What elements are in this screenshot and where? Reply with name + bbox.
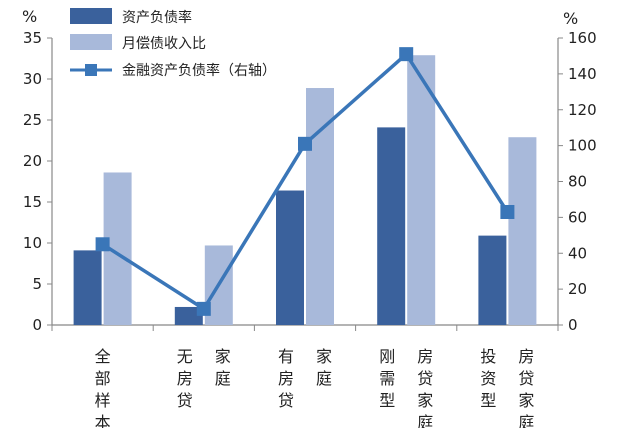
y-right-tick-label: 140 — [568, 65, 597, 83]
y-left-unit: % — [22, 7, 37, 26]
y-right-tick-label: 0 — [568, 316, 578, 334]
bar-debt-income-has_mortgage — [306, 88, 334, 326]
x-tick-label-investment: 贷 — [518, 369, 534, 388]
legend-label-asset-liability: 资产负债率 — [122, 9, 192, 26]
legend-swatch-debt-income — [70, 34, 112, 50]
y-left-tick-label: 20 — [23, 152, 42, 170]
x-tick-label-investment: 资 — [480, 369, 496, 388]
x-tick-label-rigid_demand: 需 — [379, 369, 395, 388]
legend-label-financial: 金融资产负债率（右轴） — [122, 62, 276, 79]
x-tick-label-all: 样 — [95, 391, 111, 410]
line-point-investment — [500, 204, 515, 219]
y-right-tick-label: 100 — [568, 137, 597, 155]
x-tick-label-no_mortgage: 家 — [215, 347, 231, 366]
x-tick-label-investment: 庭 — [518, 413, 534, 428]
x-tick-label-rigid_demand: 房 — [417, 347, 433, 366]
x-tick-label-rigid_demand: 贷 — [417, 369, 433, 388]
x-tick-label-all: 全 — [95, 347, 111, 366]
bar-asset-liability-investment — [478, 235, 507, 325]
bar-asset-liability-has_mortgage — [276, 190, 304, 325]
x-tick-label-has_mortgage: 房 — [278, 369, 294, 388]
x-tick-label-all: 部 — [95, 369, 111, 388]
x-tick-label-no_mortgage: 庭 — [215, 369, 231, 388]
bar-asset-liability-all — [73, 250, 102, 325]
x-tick-label-investment: 房 — [518, 347, 534, 366]
x-tick-label-no_mortgage: 贷 — [177, 391, 193, 410]
y-left-tick-label: 25 — [23, 111, 42, 129]
x-tick-label-has_mortgage: 有 — [278, 347, 294, 366]
axes: 0 5 10 15 20 25 30 35 0 20 40 60 80 100 120 140 160%% — [22, 7, 597, 334]
line-point-no_mortgage — [196, 301, 211, 316]
legend-swatch-asset-liability — [70, 8, 112, 24]
y-right-tick-label: 20 — [568, 280, 587, 298]
x-tick-label-has_mortgage: 贷 — [278, 391, 294, 410]
y-left-tick-label: 15 — [23, 193, 42, 211]
bar-debt-income-rigid_demand — [407, 55, 436, 325]
y-right-tick-label: 60 — [568, 208, 587, 226]
y-right-tick-label: 120 — [568, 101, 597, 119]
bar-asset-liability-no_mortgage — [174, 306, 203, 325]
y-right-tick-label: 40 — [568, 244, 587, 262]
legend-swatch-line-marker — [85, 64, 97, 76]
line-point-all — [95, 237, 110, 252]
line-series — [95, 47, 515, 316]
y-right-tick-label: 160 — [568, 29, 597, 47]
x-tick-label-all: 本 — [95, 413, 111, 428]
bar-debt-income-investment — [508, 137, 537, 325]
bars — [73, 55, 537, 326]
line-point-has_mortgage — [298, 136, 312, 151]
x-tick-label-investment: 投 — [480, 347, 496, 366]
bar-asset-liability-rigid_demand — [377, 127, 406, 325]
line-point-rigid_demand — [399, 47, 414, 62]
x-tick-label-rigid_demand: 庭 — [417, 413, 433, 428]
x-tick-label-has_mortgage: 庭 — [316, 369, 332, 388]
y-left-tick-label: 0 — [32, 316, 42, 334]
x-tick-label-no_mortgage: 房 — [177, 369, 193, 388]
y-left-tick-label: 30 — [23, 70, 42, 88]
x-tick-label-investment: 型 — [480, 391, 496, 410]
x-tick-label-rigid_demand: 刚 — [379, 347, 395, 366]
x-tick-label-no_mortgage: 无 — [177, 347, 193, 366]
line-financial-asset-liability — [101, 52, 509, 311]
y-right-unit: % — [563, 9, 578, 28]
y-left-tick-label: 10 — [23, 234, 42, 252]
x-tick-label-rigid_demand: 家 — [417, 391, 433, 410]
y-left-tick-label: 5 — [32, 275, 42, 293]
y-right-tick-label: 80 — [568, 173, 587, 191]
x-tick-label-rigid_demand: 型 — [379, 391, 395, 410]
x-tick-label-has_mortgage: 家 — [316, 347, 332, 366]
y-left-tick-label: 35 — [23, 29, 42, 47]
x-tick-label-investment: 家 — [518, 391, 534, 410]
legend-label-debt-income: 月偿债收入比 — [122, 36, 206, 52]
